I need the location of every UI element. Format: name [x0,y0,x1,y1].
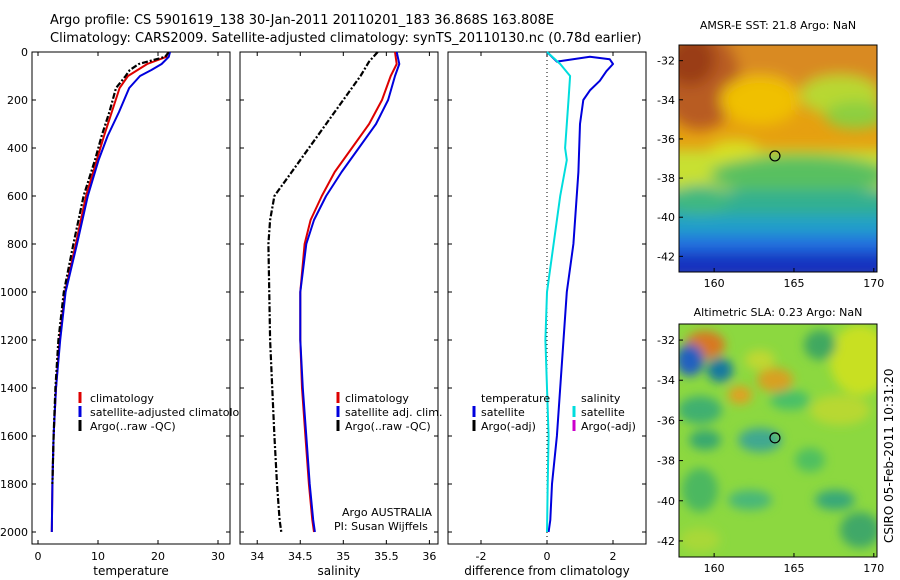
salinity-xlabel: salinity [317,564,360,578]
legend-label-temp-argo: Argo(-adj) [481,420,536,433]
series-line-temperature-satellite [546,51,614,533]
y-tick-label: -36 [657,133,675,146]
sst-map-panel: AMSR-E SST: 21.8 Argo: NaN 160 165 1 [657,19,884,290]
y-tick-label: 200 [7,94,28,107]
argo-location-marker [769,150,781,162]
sla-field [679,324,877,557]
y-tick-label: 400 [7,142,28,155]
difference-xlabel: difference from climatology [464,564,630,578]
series-line-argo-raw-qc- [267,51,379,533]
x-tick-label: -2 [476,550,487,563]
y-tick-label: 600 [7,190,28,203]
y-tick-label: 1400 [0,382,28,395]
y-tick-label: 1800 [0,478,28,491]
legend-label-sal-satellite: satellite [581,406,625,419]
temperature-legend: climatology satellite-adjusted climatolo… [78,392,253,433]
y-tick-label: -38 [657,455,675,468]
x-tick-label: 160 [704,277,725,290]
legend-label-temp-satellite: satellite [481,406,525,419]
temperature-axes-frame [31,51,231,545]
y-tick-label: 1000 [0,286,28,299]
argo-location-marker [769,432,781,444]
x-tick-label: 0 [35,550,42,563]
y-tick-label: -40 [657,211,675,224]
legend-header-temperature: temperature [481,392,550,405]
y-tick-label: -42 [657,535,675,548]
series-line-satellite-adj-clim- [299,51,401,533]
x-tick-label: 30 [211,550,225,563]
x-tick-label: 20 [151,550,165,563]
sst-map-title: AMSR-E SST: 21.8 Argo: NaN [700,19,856,32]
x-tick-label: 2 [610,550,617,563]
temperature-xlabel: temperature [93,564,168,578]
series-line-salinity-satellite [544,51,572,533]
x-tick-label: 35 [336,550,350,563]
salinity-panel: 34 34.5 35 35.5 36 salinity climatology sate… [239,51,442,578]
argo-program-annotation: Argo AUSTRALIA [342,506,432,519]
y-tick-label: 2000 [0,526,28,539]
y-tick-label: 1200 [0,334,28,347]
x-tick-label: 170 [863,562,884,575]
legend-header-salinity: salinity [581,392,621,405]
x-tick-label: 160 [704,562,725,575]
x-tick-label: 35.5 [374,550,399,563]
legend-label-argo: Argo(..raw -QC) [345,420,431,433]
x-tick-label: 34 [250,550,264,563]
title-line-2: Climatology: CARS2009. Satellite-adjuste… [50,31,642,46]
y-tick-label: -40 [657,495,675,508]
y-tick-label: -32 [657,334,675,347]
legend-label-satellite: satellite-adjusted climatology [90,406,253,419]
csiro-timestamp-label: CSIRO 05-Feb-2011 10:31:20 [882,368,896,543]
legend-label-argo: Argo(..raw -QC) [90,420,176,433]
x-tick-label: 0 [544,550,551,563]
y-tick-label: -34 [657,94,675,107]
legend-label-climatology: climatology [345,392,409,405]
temperature-panel: 0 10 20 30 0 200 400 600 800 1000 1200 1400 1600 1800… [0,46,253,578]
x-tick-label: 165 [783,277,804,290]
series-line-argo-raw-qc- [51,51,170,485]
x-tick-label: 10 [91,550,105,563]
x-tick-label: 34.5 [288,550,313,563]
series-line-satellite-adjusted-climatology [50,51,171,533]
legend-label-sal-argo: Argo(-adj) [581,420,636,433]
difference-panel: -2 0 2 difference from climatology tempera… [447,51,647,578]
sla-map-title: Altimetric SLA: 0.23 Argo: NaN [694,306,863,319]
salinity-axes-frame [239,51,439,545]
y-tick-label: -34 [657,374,675,387]
y-tick-label: 800 [7,238,28,251]
y-tick-label: -42 [657,250,675,263]
legend-label-climatology: climatology [90,392,154,405]
x-tick-label: 170 [863,277,884,290]
legend-label-satellite: satellite adj. clim. [345,406,442,419]
salinity-legend: climatology satellite adj. clim. Argo(..… [336,392,442,433]
sst-field [679,45,877,272]
y-tick-label: -36 [657,414,675,427]
x-tick-label: 165 [783,562,804,575]
difference-legend: temperature satellite Argo(-adj) salinit… [472,392,636,433]
x-tick-label: 36 [422,550,436,563]
y-tick-label: 0 [21,46,28,59]
title-line-1: Argo profile: CS 5901619_138 30-Jan-2011… [50,13,554,28]
y-tick-label: -38 [657,172,675,185]
y-tick-label: -32 [657,55,675,68]
argo-pi-annotation: PI: Susan Wijffels [334,520,428,533]
sla-map-panel: Altimetric SLA: 0.23 Argo: NaN [657,306,884,575]
y-tick-label: 1600 [0,430,28,443]
